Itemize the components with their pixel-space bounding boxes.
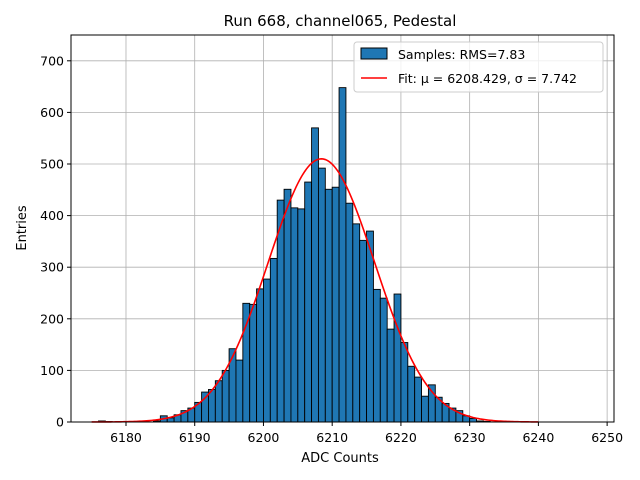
histogram-bar (469, 417, 477, 423)
y-tick-label: 0 (56, 415, 64, 430)
legend-samples-label: Samples: RMS=7.83 (398, 47, 525, 62)
histogram-bar (256, 288, 264, 423)
histogram-bar (414, 376, 422, 423)
histogram-bar (338, 87, 347, 423)
histogram-bar (208, 389, 216, 423)
x-tick-label: 6210 (316, 430, 348, 445)
histogram-bar (331, 186, 340, 423)
histogram-bar (379, 297, 388, 423)
x-tick-label: 6240 (522, 430, 554, 445)
y-tick-label: 200 (40, 311, 64, 326)
fit-curve-group (91, 158, 539, 423)
legend-fit-label: Fit: μ = 6208.429, σ = 7.742 (398, 71, 577, 86)
x-tick-label: 6250 (591, 430, 623, 445)
y-tick-label: 400 (40, 208, 64, 223)
axes (70, 34, 615, 423)
histogram-bar (283, 188, 292, 423)
histogram-bar (393, 293, 402, 423)
y-axis-label: Entries (15, 205, 30, 251)
histogram-bar (263, 278, 271, 423)
x-axis-label: ADC Counts (301, 451, 379, 466)
legend-samples-swatch (360, 47, 388, 60)
histogram-bar (400, 342, 409, 423)
y-tick-label: 600 (40, 105, 64, 120)
histogram-bar (386, 328, 395, 423)
histogram-bar (242, 302, 251, 423)
histogram-bar (221, 369, 230, 423)
plot-frame (70, 34, 615, 423)
fit-curve (91, 158, 539, 423)
histogram-bar (421, 395, 429, 423)
chart-title: Run 668, channel065, Pedestal (224, 12, 457, 30)
histogram-bar (372, 288, 381, 423)
x-tick-label: 6200 (248, 430, 280, 445)
histogram-bar (407, 365, 416, 423)
histogram-bar (249, 303, 258, 423)
legend: Samples: RMS=7.83 Fit: μ = 6208.429, σ =… (353, 41, 604, 93)
histogram-bar (317, 167, 326, 423)
histogram-bar (311, 127, 319, 423)
histogram-bar (297, 208, 306, 423)
histogram-bar (235, 359, 244, 423)
legend-frame (353, 41, 604, 93)
x-tick-label: 6180 (110, 430, 142, 445)
histogram-bar (359, 239, 368, 423)
x-tick-label: 6230 (454, 430, 486, 445)
histogram-bar (345, 202, 354, 423)
histogram-bar (214, 380, 223, 423)
x-ticks: 6180 6190 6200 6210 6220 6230 6240 6250 (110, 422, 623, 445)
y-tick-label: 100 (40, 363, 64, 378)
y-ticks: 0 100 200 300 400 500 600 700 (40, 53, 71, 430)
histogram-bar (352, 223, 361, 423)
y-tick-label: 500 (40, 157, 64, 172)
histogram-bar (324, 188, 333, 423)
histogram-bars (98, 87, 505, 423)
histogram-bar (290, 207, 299, 423)
y-tick-label: 300 (40, 260, 64, 275)
y-tick-label: 700 (40, 53, 64, 68)
x-tick-label: 6220 (385, 430, 417, 445)
histogram-bar (304, 181, 313, 423)
histogram-bar (366, 230, 374, 423)
histogram-bar (228, 348, 237, 423)
histogram-bar (269, 257, 278, 423)
x-tick-label: 6190 (179, 430, 211, 445)
